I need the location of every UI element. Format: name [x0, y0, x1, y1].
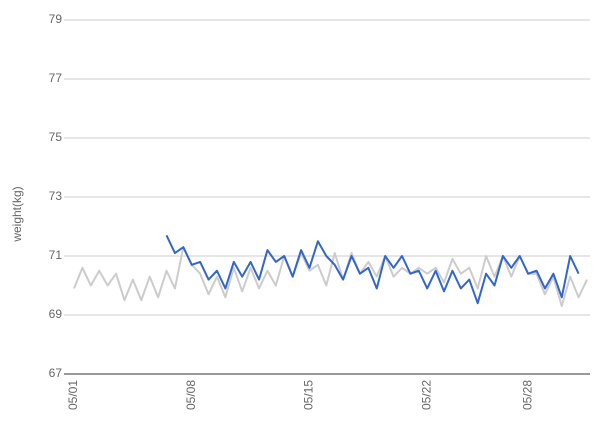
x-tick-label: 05/08 [184, 380, 198, 410]
y-axis-title: weight(kg) [10, 186, 24, 242]
x-tick-label: 05/22 [419, 380, 433, 410]
y-tick-label: 69 [49, 307, 63, 321]
x-tick-label: 05/15 [302, 380, 316, 410]
y-tick-label: 67 [49, 366, 63, 380]
y-tick-label: 79 [49, 12, 63, 26]
x-tick-label: 05/28 [520, 380, 534, 410]
y-tick-label: 73 [49, 189, 63, 203]
y-tick-label: 77 [49, 71, 63, 85]
y-tick-label: 75 [49, 130, 63, 144]
x-tick-label: 05/01 [66, 380, 80, 410]
data-line [165, 234, 580, 305]
y-tick-label: 71 [49, 248, 63, 262]
